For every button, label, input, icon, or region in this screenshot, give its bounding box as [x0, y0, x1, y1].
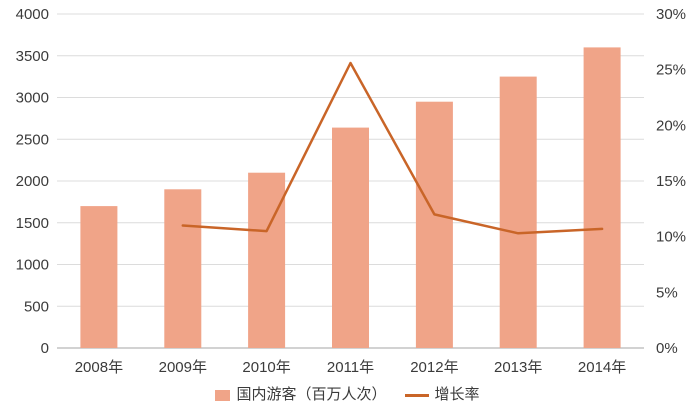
x-axis-label-2008年: 2008年: [75, 359, 123, 376]
right-axis-tick-0%: 0%: [656, 340, 678, 357]
right-axis-tick-10%: 10%: [656, 229, 686, 246]
left-axis-tick-4000: 4000: [16, 6, 49, 23]
left-axis-tick-1500: 1500: [16, 215, 49, 232]
bar-2009年: [164, 189, 202, 348]
chart-legend: 国内游客（百万人次） 增长率: [0, 386, 695, 404]
x-axis-label-2012年: 2012年: [410, 359, 458, 376]
left-axis-tick-500: 500: [24, 298, 49, 315]
line-series-swatch-icon: [404, 393, 429, 397]
bar-2011年: [332, 127, 369, 348]
right-axis-tick-20%: 20%: [656, 117, 686, 134]
growth-rate-line: [181, 61, 604, 235]
right-axis-tick-15%: 15%: [656, 173, 686, 190]
left-axis-tick-3000: 3000: [16, 90, 49, 107]
left-axis-tick-0: 0: [41, 340, 49, 357]
bar-2008年: [80, 206, 118, 348]
x-axis-label-2014年: 2014年: [578, 359, 626, 376]
line-series-label: 增长率: [434, 386, 480, 403]
bar-2014年: [583, 47, 621, 349]
left-axis-tick-3500: 3500: [16, 48, 49, 65]
bar-2013年: [499, 76, 537, 348]
right-axis-tick-5%: 5%: [656, 284, 678, 301]
bar-2010年: [248, 172, 286, 348]
left-axis-tick-1000: 1000: [16, 257, 49, 274]
x-axis-label-2011年: 2011年: [327, 359, 374, 376]
bar-series-swatch-icon: [215, 389, 231, 401]
right-axis-tick-30%: 30%: [656, 6, 686, 23]
x-axis-label-2010年: 2010年: [242, 359, 290, 376]
x-axis-label-2013年: 2013年: [494, 359, 542, 376]
left-axis-tick-2500: 2500: [16, 131, 49, 148]
bar-2012年: [415, 101, 453, 348]
legend-item-domestic-tourists: 国内游客（百万人次）: [215, 386, 387, 404]
left-axis-tick-2000: 2000: [16, 173, 49, 190]
bar-series-label: 国内游客（百万人次）: [236, 386, 387, 403]
legend-item-growth-rate: 增长率: [404, 386, 480, 404]
x-axis-label-2009年: 2009年: [159, 359, 207, 376]
right-axis-tick-25%: 25%: [656, 62, 686, 79]
